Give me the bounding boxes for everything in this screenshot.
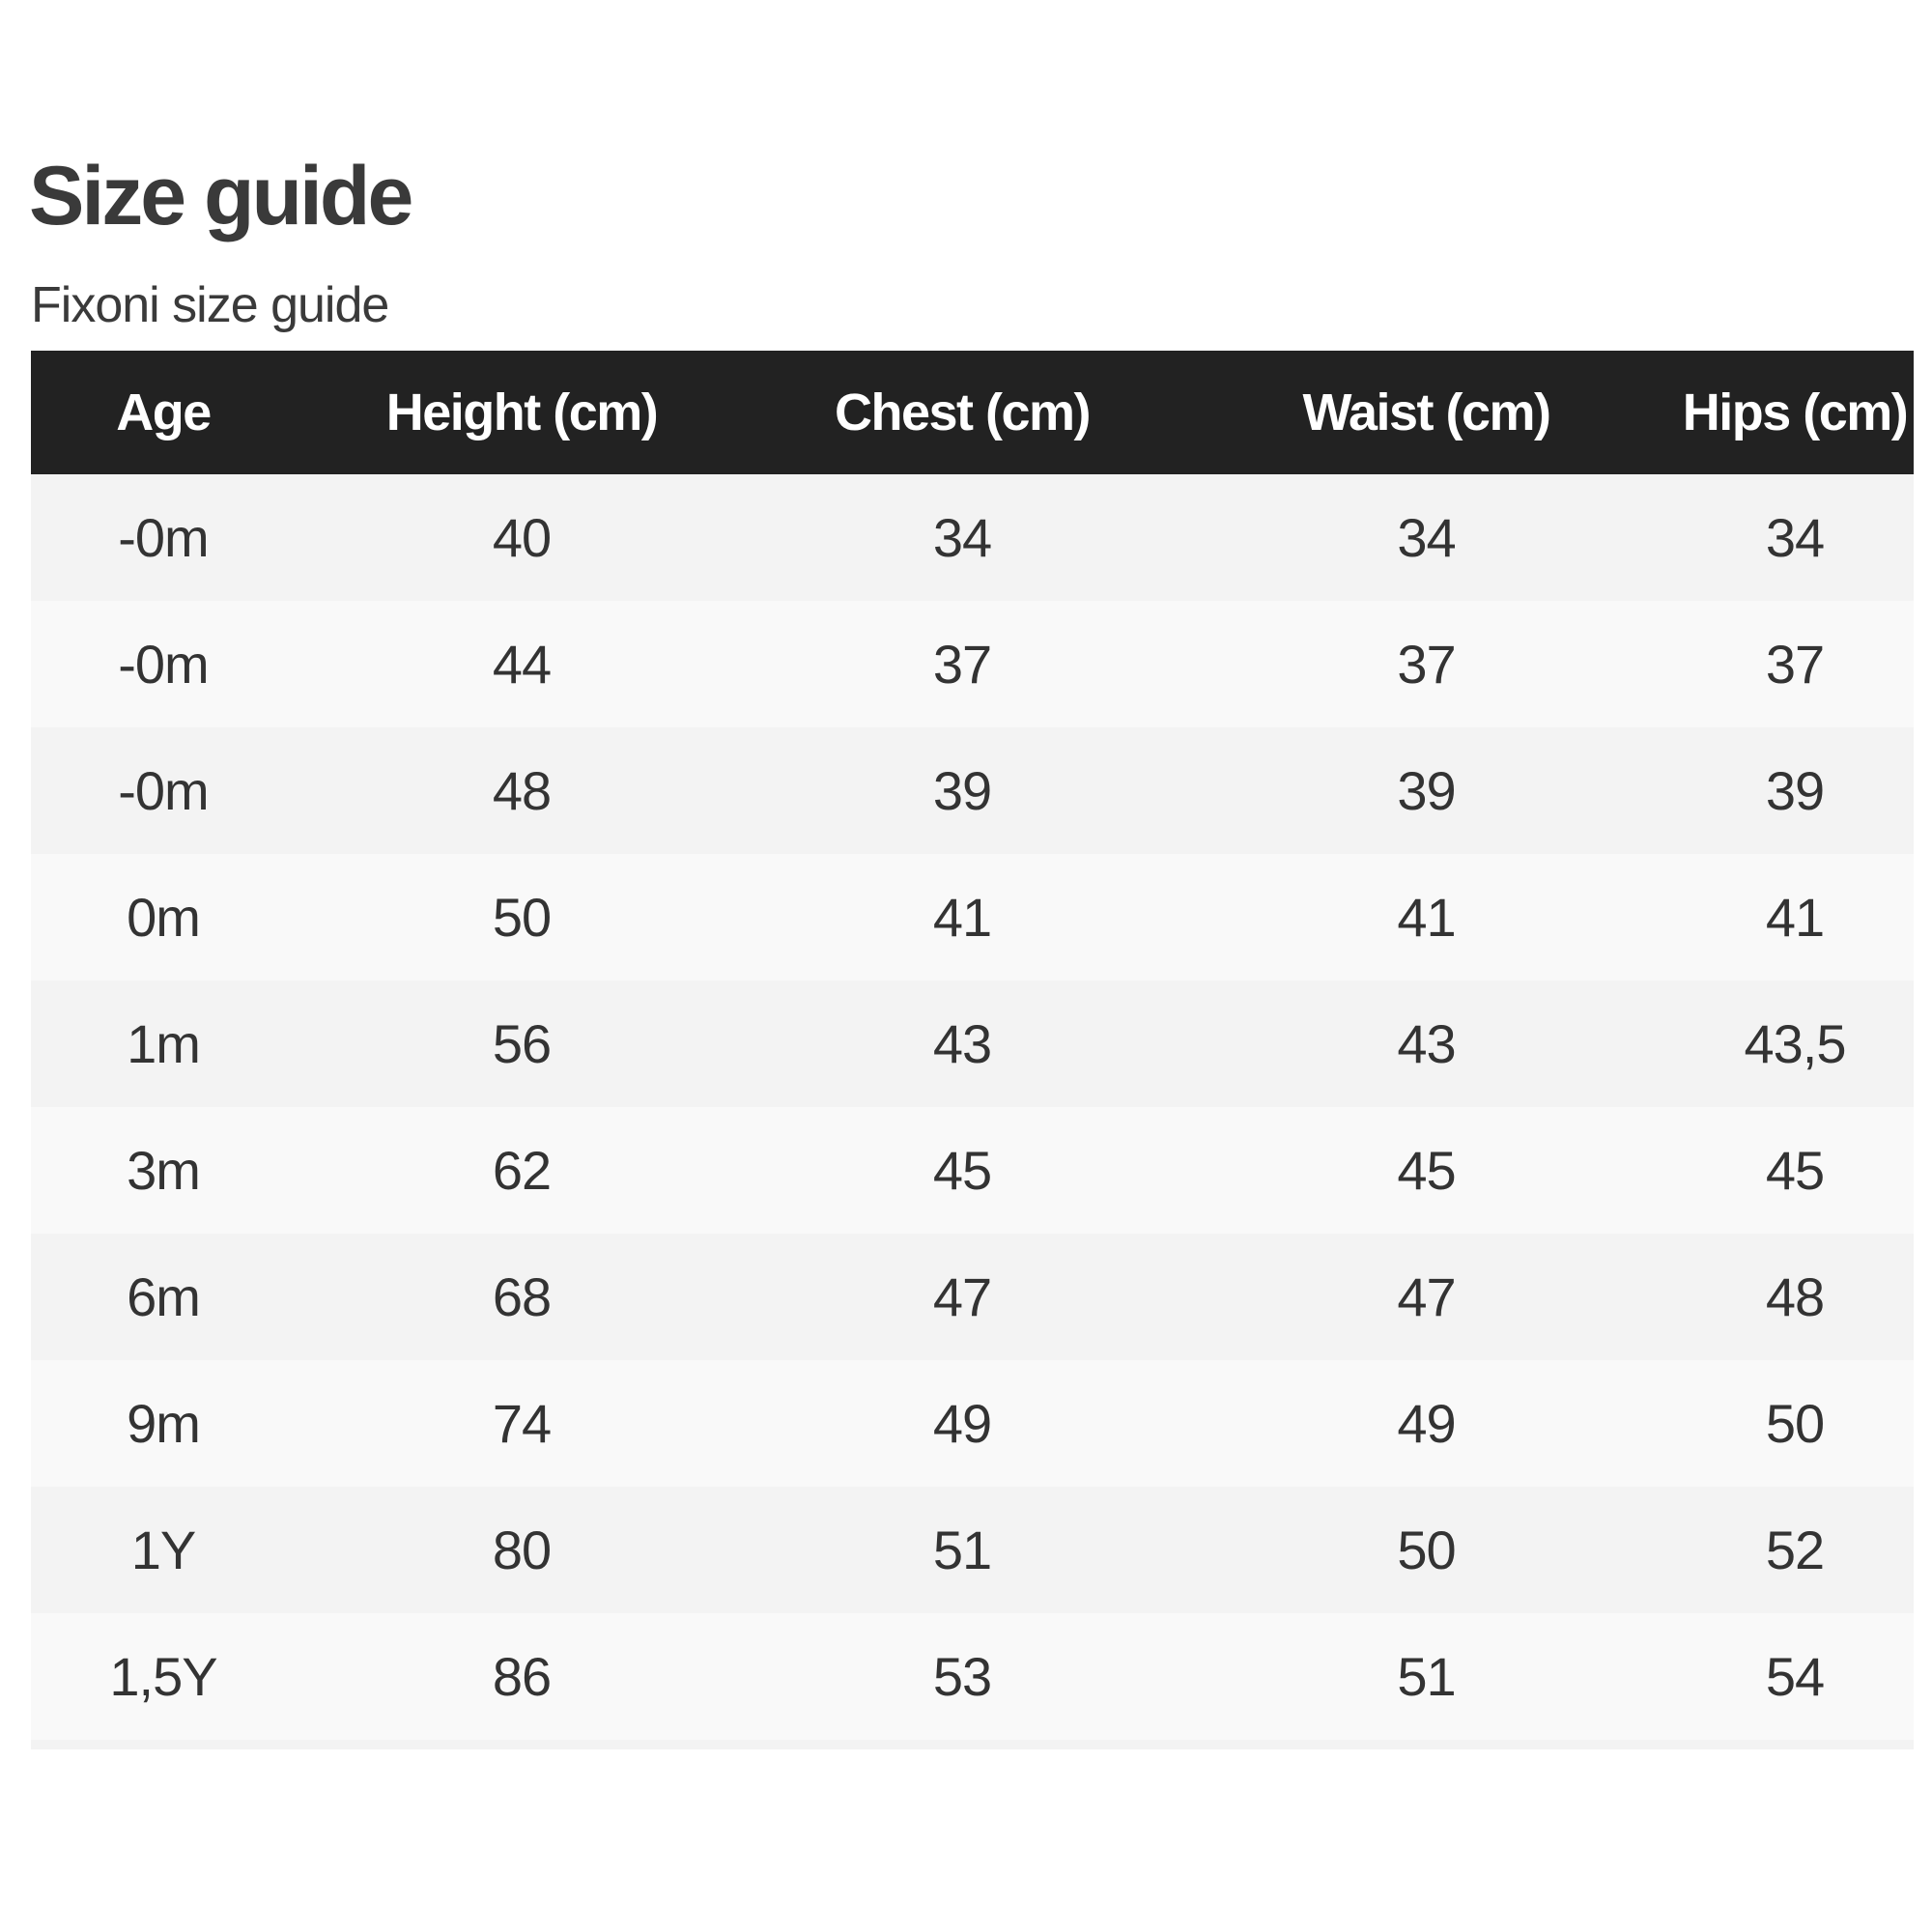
column-header-hips: Hips (cm) — [1682, 384, 1909, 441]
size-guide-table: Age Height (cm) Chest (cm) Waist (cm) Hips (… — [31, 351, 1914, 1749]
cell-age: 9m — [127, 1393, 201, 1454]
size-guide-subtitle: Fixoni size guide — [31, 277, 389, 333]
table-row: 6m 68 47 47 48 — [31, 1234, 1914, 1360]
cell-hips: 45 — [1765, 1140, 1825, 1201]
table-row: 9m 74 49 49 50 — [31, 1360, 1914, 1487]
cell-chest: 51 — [932, 1520, 992, 1580]
table-body: -0m 40 34 34 34 -0m 44 37 37 37 -0m 48 39 39 39 0m 50 41 4… — [31, 474, 1914, 1749]
cell-chest: 37 — [932, 634, 992, 695]
cell-age: 3m — [127, 1140, 201, 1201]
cell-age: 1Y — [130, 1520, 197, 1580]
cell-height: 44 — [492, 634, 552, 695]
cell-chest: 43 — [932, 1013, 992, 1074]
cell-chest: 34 — [932, 507, 992, 568]
cell-hips: 34 — [1765, 507, 1825, 568]
cell-hips: 37 — [1765, 634, 1825, 695]
cell-waist: 37 — [1397, 634, 1456, 695]
cell-height: 50 — [492, 887, 552, 948]
cell-height: 68 — [492, 1266, 552, 1327]
cell-height: 80 — [492, 1520, 552, 1580]
cell-age: 1m — [127, 1013, 201, 1074]
cell-height: 48 — [492, 760, 552, 821]
cell-chest: 53 — [932, 1646, 992, 1707]
cell-chest: 49 — [932, 1393, 992, 1454]
cell-waist: 43 — [1397, 1013, 1456, 1074]
cell-hips: 43,5 — [1744, 1013, 1847, 1074]
cell-age: 1,5Y — [109, 1646, 217, 1707]
table-bottom-border-cell — [31, 1740, 1914, 1749]
column-header-waist: Waist (cm) — [1302, 384, 1551, 441]
cell-chest: 39 — [932, 760, 992, 821]
cell-hips: 41 — [1765, 887, 1825, 948]
cell-age: 6m — [127, 1266, 201, 1327]
table-row: 1Y 80 51 50 52 — [31, 1487, 1914, 1613]
table-row: 1,5Y 86 53 51 54 — [31, 1613, 1914, 1740]
cell-height: 56 — [492, 1013, 552, 1074]
cell-hips: 54 — [1765, 1646, 1825, 1707]
table-header: Age Height (cm) Chest (cm) Waist (cm) Hips (… — [31, 351, 1914, 474]
table-row: -0m 44 37 37 37 — [31, 601, 1914, 727]
table-row: 1m 56 43 43 43,5 — [31, 980, 1914, 1107]
cell-waist: 50 — [1397, 1520, 1456, 1580]
table-row: 0m 50 41 41 41 — [31, 854, 1914, 980]
cell-age: 0m — [127, 887, 201, 948]
cell-height: 74 — [492, 1393, 552, 1454]
column-header-chest: Chest (cm) — [834, 384, 1092, 441]
table-row: -0m 40 34 34 34 — [31, 474, 1914, 601]
table-row: -0m 48 39 39 39 — [31, 727, 1914, 854]
cell-hips: 50 — [1765, 1393, 1825, 1454]
cell-waist: 47 — [1397, 1266, 1456, 1327]
header-row: Age Height (cm) Chest (cm) Waist (cm) Hips (… — [31, 351, 1914, 474]
cell-waist: 34 — [1397, 507, 1456, 568]
cell-waist: 41 — [1397, 887, 1456, 948]
cell-waist: 49 — [1397, 1393, 1456, 1454]
cell-hips: 52 — [1765, 1520, 1825, 1580]
cell-waist: 51 — [1397, 1646, 1456, 1707]
page-title: Size guide — [29, 150, 413, 242]
column-header-height: Height (cm) — [385, 384, 659, 441]
column-header-age: Age — [116, 384, 212, 441]
cell-chest: 45 — [932, 1140, 992, 1201]
cell-chest: 47 — [932, 1266, 992, 1327]
table-bottom-border — [31, 1740, 1914, 1749]
cell-height: 40 — [492, 507, 552, 568]
cell-age: -0m — [118, 507, 209, 568]
cell-waist: 39 — [1397, 760, 1456, 821]
cell-waist: 45 — [1397, 1140, 1456, 1201]
cell-age: -0m — [118, 760, 209, 821]
cell-chest: 41 — [932, 887, 992, 948]
cell-hips: 39 — [1765, 760, 1825, 821]
cell-height: 62 — [492, 1140, 552, 1201]
cell-hips: 48 — [1765, 1266, 1825, 1327]
table-row: 3m 62 45 45 45 — [31, 1107, 1914, 1234]
cell-height: 86 — [492, 1646, 552, 1707]
cell-age: -0m — [118, 634, 209, 695]
